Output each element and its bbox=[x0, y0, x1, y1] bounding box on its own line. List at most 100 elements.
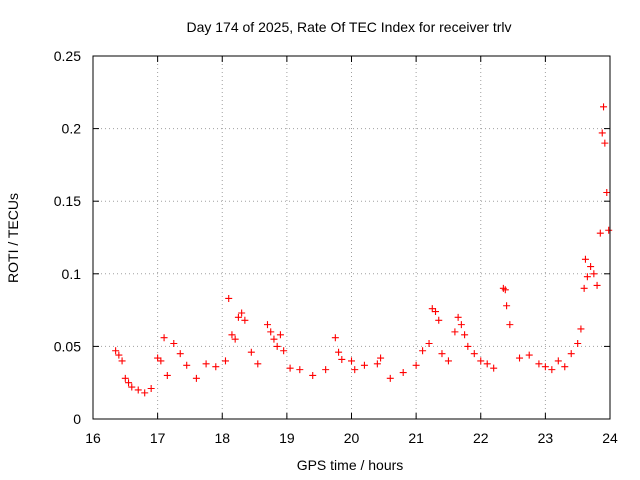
data-point bbox=[548, 366, 556, 374]
data-point bbox=[247, 348, 255, 356]
data-point bbox=[461, 331, 469, 339]
data-point bbox=[412, 361, 420, 369]
data-point bbox=[577, 325, 585, 333]
data-point bbox=[477, 357, 485, 365]
data-point bbox=[276, 331, 284, 339]
data-point bbox=[273, 342, 281, 350]
data-point bbox=[444, 357, 452, 365]
data-point bbox=[457, 321, 465, 329]
data-point bbox=[583, 273, 591, 281]
data-point bbox=[470, 350, 478, 358]
data-point bbox=[157, 357, 165, 365]
data-point bbox=[183, 361, 191, 369]
data-point bbox=[241, 316, 249, 324]
data-point bbox=[118, 357, 126, 365]
x-tick-label: 22 bbox=[473, 430, 489, 446]
data-point bbox=[121, 374, 129, 382]
data-point bbox=[435, 316, 443, 324]
y-tick-label: 0 bbox=[73, 411, 81, 427]
data-point bbox=[125, 379, 133, 387]
data-point bbox=[554, 357, 562, 365]
x-tick-label: 21 bbox=[408, 430, 424, 446]
data-point bbox=[598, 129, 606, 137]
data-point bbox=[377, 354, 385, 362]
data-point bbox=[428, 305, 436, 313]
data-point bbox=[561, 363, 569, 371]
data-points bbox=[112, 103, 613, 397]
x-tick-label: 23 bbox=[538, 430, 554, 446]
data-point bbox=[535, 360, 543, 368]
data-point bbox=[254, 360, 262, 368]
data-point bbox=[506, 321, 514, 329]
data-point bbox=[373, 360, 381, 368]
data-point bbox=[163, 371, 171, 379]
data-point bbox=[567, 350, 575, 358]
y-tick-label: 0.25 bbox=[54, 48, 81, 64]
data-point bbox=[202, 360, 210, 368]
data-point bbox=[600, 103, 608, 111]
data-point bbox=[286, 364, 294, 372]
data-point bbox=[112, 347, 120, 355]
data-point bbox=[351, 366, 359, 374]
data-point bbox=[587, 263, 595, 271]
data-point bbox=[432, 308, 440, 316]
data-point bbox=[225, 294, 233, 302]
data-point bbox=[221, 357, 229, 365]
data-point bbox=[270, 335, 278, 343]
chart-title: Day 174 of 2025, Rate Of TEC Index for r… bbox=[186, 19, 511, 35]
data-point bbox=[128, 383, 136, 391]
x-tick-label: 24 bbox=[602, 430, 618, 446]
data-point bbox=[360, 361, 368, 369]
data-point bbox=[419, 347, 427, 355]
data-point bbox=[501, 286, 509, 294]
data-point bbox=[386, 374, 394, 382]
x-tick-label: 20 bbox=[344, 430, 360, 446]
y-tick-label: 0.15 bbox=[54, 193, 81, 209]
data-point bbox=[238, 309, 246, 317]
data-point bbox=[160, 334, 168, 342]
data-point bbox=[154, 354, 162, 362]
x-axis-label: GPS time / hours bbox=[297, 457, 404, 473]
data-point bbox=[590, 270, 598, 278]
data-point bbox=[454, 313, 462, 321]
data-point bbox=[605, 226, 613, 234]
data-point bbox=[503, 302, 511, 310]
data-point bbox=[581, 255, 589, 263]
data-point bbox=[147, 385, 155, 393]
data-point bbox=[574, 339, 582, 347]
y-tick-label: 0.2 bbox=[62, 121, 82, 137]
x-tick-label: 17 bbox=[150, 430, 166, 446]
data-point bbox=[234, 313, 242, 321]
data-point bbox=[331, 334, 339, 342]
data-point bbox=[464, 342, 472, 350]
data-point bbox=[212, 363, 220, 371]
data-point bbox=[399, 369, 407, 377]
data-point bbox=[267, 328, 275, 336]
data-point bbox=[338, 355, 346, 363]
data-point bbox=[141, 389, 149, 397]
x-tick-label: 16 bbox=[85, 430, 101, 446]
data-point bbox=[438, 350, 446, 358]
data-point bbox=[322, 366, 330, 374]
data-point bbox=[603, 188, 611, 196]
data-point bbox=[263, 321, 271, 329]
data-point bbox=[170, 339, 178, 347]
data-point bbox=[176, 350, 184, 358]
data-point bbox=[596, 229, 604, 237]
data-point bbox=[601, 139, 609, 147]
data-point bbox=[516, 354, 524, 362]
data-point bbox=[228, 331, 236, 339]
data-point bbox=[525, 351, 533, 359]
data-point bbox=[451, 328, 459, 336]
data-point bbox=[335, 348, 343, 356]
y-axis-label: ROTI / TECUs bbox=[5, 193, 21, 283]
y-axis-tick-labels: 0 0.05 0.1 0.15 0.2 0.25 bbox=[54, 48, 81, 427]
data-point bbox=[490, 364, 498, 372]
x-tick-label: 19 bbox=[279, 430, 295, 446]
data-point bbox=[425, 339, 433, 347]
y-tick-label: 0.05 bbox=[54, 338, 81, 354]
data-point bbox=[483, 360, 491, 368]
y-tick-label: 0.1 bbox=[62, 266, 82, 282]
data-point bbox=[115, 351, 123, 359]
grid-lines bbox=[93, 56, 610, 419]
